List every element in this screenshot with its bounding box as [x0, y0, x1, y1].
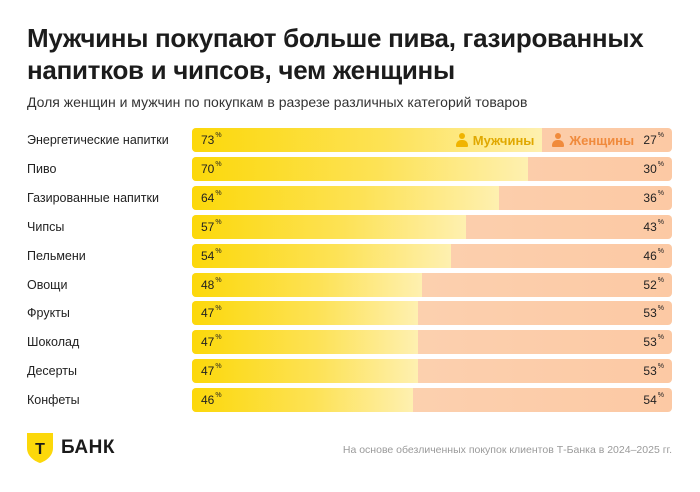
bar-row: Пиво 70% 30%	[0, 157, 700, 181]
category-label: Конфеты	[27, 393, 80, 407]
bar-women: 47% 53%	[192, 301, 672, 325]
bar-men	[192, 244, 452, 268]
bar-men	[192, 215, 466, 239]
legend-women-label: Женщины	[569, 132, 635, 148]
bar-women: 70% 30%	[192, 157, 672, 181]
logo-text: БАНК	[61, 437, 115, 458]
legend-women: Женщины	[552, 128, 634, 152]
value-label-women: 53%	[643, 334, 664, 349]
category-label: Шоколад	[27, 335, 80, 349]
bar-men	[192, 359, 418, 383]
chart-title: Мужчины покупают больше пива, газированн…	[27, 23, 644, 85]
value-label-men: 46%	[201, 392, 222, 407]
value-label-men: 73%	[201, 132, 222, 147]
value-label-women: 46%	[643, 248, 664, 263]
value-label-women: 53%	[643, 305, 664, 320]
bar-row: Десерты 47% 53%	[0, 359, 700, 383]
category-label: Пиво	[27, 162, 57, 176]
value-label-men: 70%	[201, 161, 222, 176]
bar-men	[192, 128, 543, 152]
bar-women: 47% 53%	[192, 359, 672, 383]
woman-icon	[552, 133, 565, 147]
bar-row: Фрукты 47% 53%	[0, 301, 700, 325]
bar-men	[192, 388, 413, 412]
bar-women: 47% 53%	[192, 330, 672, 354]
tbank-logo: Т БАНК	[27, 433, 115, 463]
value-label-men: 57%	[201, 219, 222, 234]
category-label: Пельмени	[27, 249, 86, 263]
bar-row: Пельмени 54% 46%	[0, 244, 700, 268]
value-label-men: 47%	[201, 334, 222, 349]
category-label: Фрукты	[27, 306, 70, 320]
bar-women: 46% 54%	[192, 388, 672, 412]
bar-row: Чипсы 57% 43%	[0, 215, 700, 239]
value-label-women: 43%	[643, 219, 664, 234]
value-label-men: 47%	[201, 305, 222, 320]
bar-men	[192, 301, 418, 325]
value-label-women: 27%	[643, 132, 664, 147]
value-label-men: 47%	[201, 363, 222, 378]
category-label: Энергетические напитки	[27, 133, 169, 147]
bar-men	[192, 330, 418, 354]
chart-subtitle: Доля женщин и мужчин по покупкам в разре…	[27, 94, 528, 110]
category-label: Десерты	[27, 364, 78, 378]
logo-letter: Т	[35, 441, 45, 458]
bar-row: Газированные напитки 64% 36%	[0, 186, 700, 210]
bar-women: 73% 27% Мужчины Женщины	[192, 128, 672, 152]
bar-women: 48% 52%	[192, 273, 672, 297]
value-label-men: 64%	[201, 190, 222, 205]
value-label-men: 48%	[201, 277, 222, 292]
category-label: Газированные напитки	[27, 191, 159, 205]
bar-row: Конфеты 46% 54%	[0, 388, 700, 412]
man-icon	[455, 133, 468, 147]
stacked-bar-chart: Энергетические напитки 73% 27% Мужчины Женщи…	[0, 128, 700, 418]
value-label-women: 53%	[643, 363, 664, 378]
legend-men: Мужчины	[455, 128, 535, 152]
bar-men	[192, 186, 500, 210]
value-label-women: 30%	[643, 161, 664, 176]
legend-men-label: Мужчины	[472, 132, 535, 148]
value-label-men: 54%	[201, 248, 222, 263]
bar-women: 64% 36%	[192, 186, 672, 210]
bar-women: 54% 46%	[192, 244, 672, 268]
category-label: Чипсы	[27, 220, 65, 234]
value-label-women: 52%	[643, 277, 664, 292]
value-label-women: 54%	[643, 392, 664, 407]
tbank-shield-icon: Т	[27, 433, 53, 463]
footnote: На основе обезличенных покупок клиентов …	[342, 444, 672, 456]
bar-women: 57% 43%	[192, 215, 672, 239]
value-label-women: 36%	[643, 190, 664, 205]
bar-row: Шоколад 47% 53%	[0, 330, 700, 354]
category-label: Овощи	[27, 278, 68, 292]
bar-row: Энергетические напитки 73% 27% Мужчины Женщи…	[0, 128, 700, 152]
bar-men	[192, 273, 423, 297]
bar-men	[192, 157, 528, 181]
bar-row: Овощи 48% 52%	[0, 273, 700, 297]
